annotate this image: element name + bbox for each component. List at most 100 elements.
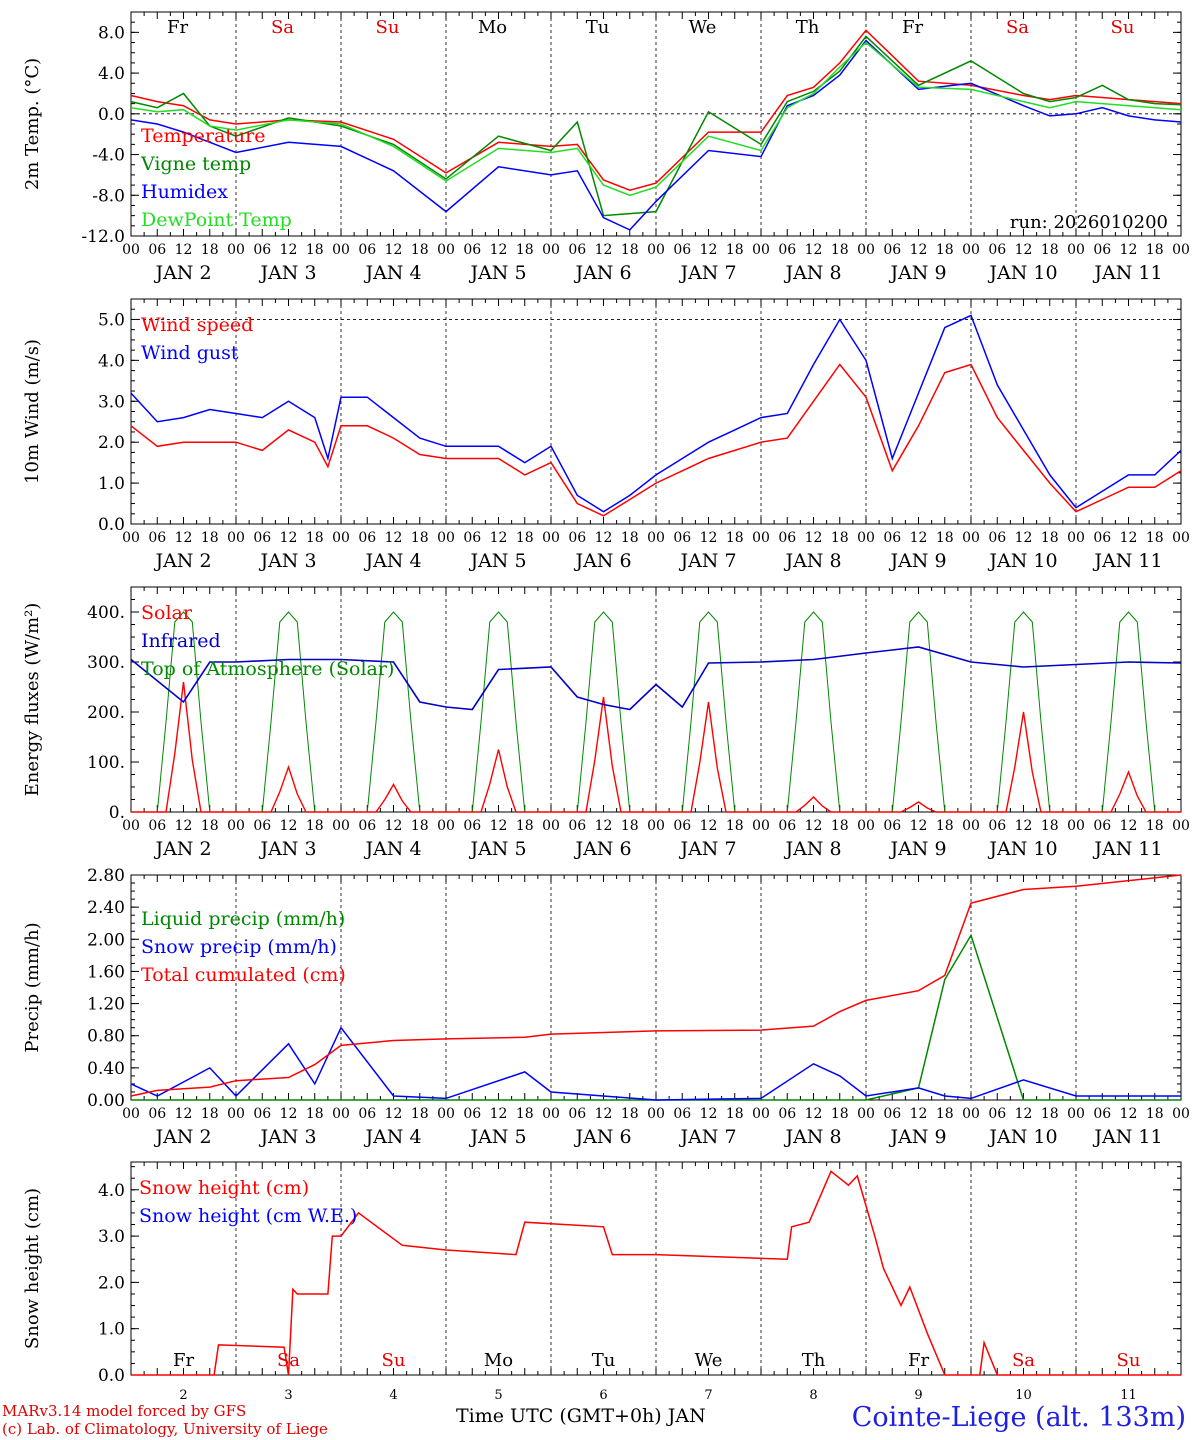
legend-entry: Vigne temp (140, 153, 251, 175)
hour-tick-label: 06 (463, 1106, 481, 1122)
weekday-label-bottom: Sa (1012, 1350, 1035, 1371)
date-label: JAN 11 (1092, 1126, 1162, 1148)
hour-tick-label: 12 (490, 818, 508, 834)
hour-tick-label: 06 (253, 242, 271, 258)
hour-tick-label: 12 (910, 530, 928, 546)
weekday-label-top: Mo (478, 17, 507, 38)
date-label: JAN 11 (1092, 262, 1162, 284)
hour-tick-label: 18 (726, 1106, 744, 1122)
weekday-label-bottom: Th (802, 1350, 826, 1371)
hour-tick-label: 12 (805, 242, 823, 258)
hour-tick-label: 12 (910, 1106, 928, 1122)
hour-tick-label: 12 (385, 818, 403, 834)
bottom-day-number: 9 (914, 1388, 922, 1403)
y-tick-label: 0.0 (98, 1366, 125, 1386)
hour-tick-label: 06 (253, 530, 271, 546)
hour-tick-label: 06 (148, 530, 166, 546)
hour-tick-label: 06 (358, 818, 376, 834)
hour-tick-label: 06 (463, 818, 481, 834)
hour-tick-label: 06 (568, 818, 586, 834)
date-label: JAN 9 (888, 1126, 946, 1148)
date-label: JAN 2 (153, 262, 211, 284)
hour-tick-label: 06 (358, 1106, 376, 1122)
hour-tick-label: 00 (227, 1106, 245, 1122)
hour-tick-label: 12 (1120, 530, 1138, 546)
series-solar (131, 681, 1181, 813)
legend-entry: Total cumulated (cm) (141, 964, 346, 986)
weekday-label-top: Su (1111, 17, 1135, 38)
hour-tick-label: 18 (1146, 530, 1164, 546)
hour-tick-label: 06 (988, 530, 1006, 546)
run-label: run: 2026010200 (1010, 212, 1168, 233)
y-tick-label: 0.00 (87, 1091, 125, 1111)
hour-tick-label: 18 (831, 242, 849, 258)
hour-tick-label: 18 (201, 818, 219, 834)
weekday-label-bottom: Su (1117, 1350, 1141, 1371)
hour-tick-label: 00 (1067, 242, 1085, 258)
hour-tick-label: 00 (542, 1106, 560, 1122)
hour-tick-label: 06 (148, 242, 166, 258)
hour-tick-label: 18 (726, 242, 744, 258)
hour-tick-label: 00 (542, 242, 560, 258)
hour-tick-label: 12 (910, 242, 928, 258)
y-axis-title: 2m Temp. (°C) (22, 58, 43, 190)
hour-tick-label: 18 (306, 1106, 324, 1122)
panel-2: 5.0 4.0 3.0 2.0 1.0 0.0 10m Wind (m/s) 00 06 12 18… (22, 298, 1190, 572)
hour-tick-label: 00 (857, 818, 875, 834)
hour-tick-label: 12 (805, 818, 823, 834)
date-label: JAN 5 (468, 262, 526, 284)
date-label: JAN 9 (888, 262, 946, 284)
hour-tick-label: 12 (805, 1106, 823, 1122)
y-tick-label: 8.0 (98, 23, 125, 43)
hour-tick-label: 00 (647, 818, 665, 834)
hour-tick-label: 18 (831, 818, 849, 834)
hour-tick-label: 18 (936, 818, 954, 834)
date-label: JAN 7 (678, 1126, 736, 1148)
y-tick-label: 3.0 (98, 392, 125, 412)
hour-tick-label: 18 (621, 242, 639, 258)
hour-tick-label: 06 (988, 818, 1006, 834)
date-label: JAN 2 (153, 1126, 211, 1148)
date-label: JAN 8 (783, 550, 841, 572)
weekday-label-top: Sa (271, 17, 294, 38)
y-tick-label: 2.80 (87, 866, 125, 886)
hour-tick-label: 00 (332, 1106, 350, 1122)
bottom-day-number: 2 (179, 1388, 187, 1403)
date-label: JAN 6 (573, 838, 631, 860)
series-dewpoint-temp (130, 41, 1182, 197)
hour-tick-label: 18 (411, 818, 429, 834)
hour-tick-label: 12 (175, 1106, 193, 1122)
hour-tick-label: 06 (988, 242, 1006, 258)
y-tick-label: 0. (109, 803, 125, 823)
hour-tick-label: 06 (463, 530, 481, 546)
panel-frame (130, 298, 1182, 525)
legend-entry: Snow height (cm W.E.) (139, 1205, 357, 1227)
legend-entry: DewPoint Temp (141, 209, 292, 231)
hour-tick-label: 06 (778, 530, 796, 546)
legend-entry: Top of Atmosphere (Solar) (141, 658, 394, 680)
hour-tick-label: 00 (962, 818, 980, 834)
y-tick-label: 100. (87, 753, 125, 773)
hour-tick-label: 18 (411, 530, 429, 546)
hour-tick-label: 00 (332, 242, 350, 258)
hour-tick-label: 06 (673, 1106, 691, 1122)
hour-tick-label: 18 (411, 242, 429, 258)
hour-tick-label: 18 (1146, 242, 1164, 258)
hour-tick-label: 00 (857, 242, 875, 258)
panel-1: 8.0 4.0 0.0 -4.0 -8.0 -12.0 2m Temp. (°C) 00 06 1… (22, 11, 1190, 284)
weekday-label-bottom: Fr (908, 1350, 929, 1371)
date-label: JAN 7 (678, 262, 736, 284)
legend-entry: Liquid precip (mm/h) (141, 908, 345, 930)
hour-tick-label: 12 (910, 818, 928, 834)
hour-tick-label: 00 (962, 242, 980, 258)
hour-tick-label: 06 (358, 242, 376, 258)
hour-tick-label: 18 (1146, 818, 1164, 834)
weekday-label-bottom: Tu (592, 1350, 616, 1371)
hour-tick-label: 00 (332, 818, 350, 834)
hour-tick-label: 12 (1015, 818, 1033, 834)
hour-tick-label: 00 (752, 242, 770, 258)
weekday-label-bottom: We (695, 1350, 723, 1371)
weekday-label-bottom: Su (382, 1350, 406, 1371)
series-snow-height-cm- (131, 1170, 1181, 1376)
